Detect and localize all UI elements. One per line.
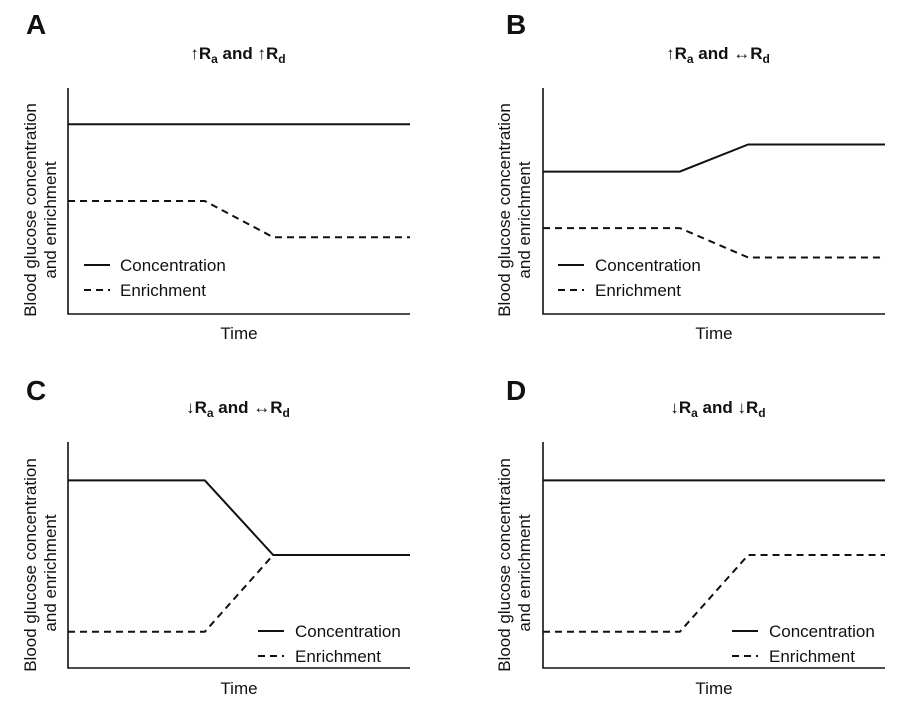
axes (542, 88, 885, 315)
series-layer (543, 143, 885, 259)
x-axis-label: Time (220, 324, 257, 343)
legend-label-enrichment: Enrichment (120, 281, 206, 300)
legend-label-concentration: Concentration (769, 622, 875, 641)
legend-label-concentration: Concentration (595, 256, 701, 275)
panel-label: D (506, 375, 526, 406)
series-line-concentration (68, 479, 410, 556)
panel-b: B ↑Ra and ↔Rd Blood glucose concentratio… (495, 9, 885, 343)
legend-label-concentration: Concentration (295, 622, 401, 641)
series-line-enrichment (68, 200, 410, 239)
axes (67, 88, 410, 315)
series-line-enrichment (543, 554, 885, 633)
y-axis-label-line1: Blood glucose concentration (495, 103, 514, 317)
x-axis-label: Time (695, 679, 732, 698)
y-axis-label-line1: Blood glucose concentration (21, 458, 40, 672)
axes (67, 442, 410, 669)
panel-a: A ↑Ra and ↑Rd Blood glucose concentratio… (21, 9, 410, 343)
series-line-enrichment (543, 227, 885, 259)
legend-label-enrichment: Enrichment (769, 647, 855, 666)
y-axis-label-line2: and enrichment (515, 161, 534, 278)
panel-title: ↑Ra and ↔Rd (666, 44, 770, 66)
y-axis-label-line2: and enrichment (515, 514, 534, 631)
series-layer (543, 479, 885, 633)
panel-label: B (506, 9, 526, 40)
panel-label: A (26, 9, 46, 40)
series-line-concentration (543, 143, 885, 173)
panel-title: ↑Ra and ↑Rd (190, 44, 285, 66)
panel-d: D ↓Ra and ↓Rd Blood glucose concentratio… (495, 375, 885, 698)
series-layer (68, 123, 410, 239)
x-axis-label: Time (220, 679, 257, 698)
y-axis-label-line1: Blood glucose concentration (21, 103, 40, 317)
panel-title: ↓Ra and ↓Rd (670, 398, 765, 420)
panel-title: ↓Ra and ↔Rd (186, 398, 290, 420)
legend-label-enrichment: Enrichment (595, 281, 681, 300)
x-axis-label: Time (695, 324, 732, 343)
series-line-enrichment (68, 554, 410, 633)
panel-c: C ↓Ra and ↔Rd Blood glucose concentratio… (21, 375, 410, 698)
legend-label-concentration: Concentration (120, 256, 226, 275)
y-axis-label-line1: Blood glucose concentration (495, 458, 514, 672)
y-axis-label-line2: and enrichment (41, 161, 60, 278)
axes (542, 442, 885, 669)
legend-label-enrichment: Enrichment (295, 647, 381, 666)
series-layer (68, 479, 410, 633)
panel-label: C (26, 375, 46, 406)
y-axis-label-line2: and enrichment (41, 514, 60, 631)
